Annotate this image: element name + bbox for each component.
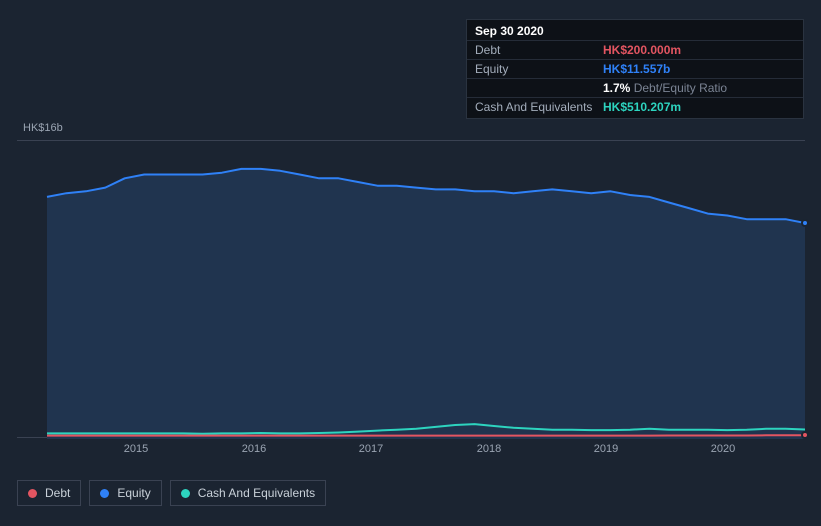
legend-dot-icon [100,489,109,498]
legend-item-equity[interactable]: Equity [89,480,161,506]
debt-endcap-icon [801,431,809,439]
chart-tooltip: Sep 30 2020 Debt HK$200.000m Equity HK$1… [466,19,804,119]
tooltip-debt-value: HK$200.000m [603,43,795,57]
tooltip-cash-label: Cash And Equivalents [475,100,603,114]
x-axis-tick: 2020 [711,443,735,455]
legend-label: Equity [117,486,150,500]
legend-item-cash[interactable]: Cash And Equivalents [170,480,326,506]
x-axis-tick: 2017 [359,443,383,455]
equity-endcap-icon [801,219,809,227]
x-axis-ticks: 2015 2016 2017 2018 2019 2020 [17,443,805,461]
chart-svg [17,141,805,439]
tooltip-equity-label: Equity [475,62,603,76]
x-axis-tick: 2015 [124,443,148,455]
tooltip-ratio-spacer [475,81,603,95]
x-axis-tick: 2018 [477,443,501,455]
x-axis-tick: 2016 [242,443,266,455]
tooltip-ratio-value: 1.7% Debt/Equity Ratio [603,81,795,95]
tooltip-debt-label: Debt [475,43,603,57]
chart-plot[interactable] [17,140,805,438]
legend-label: Debt [45,486,70,500]
x-axis-tick: 2019 [594,443,618,455]
tooltip-date: Sep 30 2020 [475,24,544,38]
chart-legend: Debt Equity Cash And Equivalents [17,480,326,506]
legend-label: Cash And Equivalents [198,486,315,500]
legend-dot-icon [181,489,190,498]
chart-area: HK$16b HK$0 201520162017201820192020 [17,118,805,458]
tooltip-cash-value: HK$510.207m [603,100,795,114]
y-axis-label-top: HK$16b [23,122,63,134]
legend-item-debt[interactable]: Debt [17,480,81,506]
legend-dot-icon [28,489,37,498]
tooltip-equity-value: HK$11.557b [603,62,795,76]
